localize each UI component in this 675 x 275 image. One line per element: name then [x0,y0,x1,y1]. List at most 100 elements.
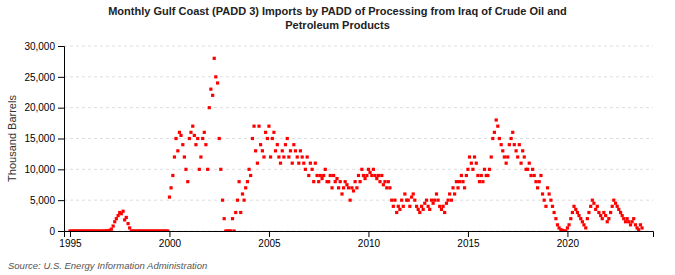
point [430,199,433,202]
point [587,211,590,214]
point [584,226,587,229]
y-axis-line [58,47,65,232]
point [349,199,352,202]
point [531,168,534,171]
point [292,143,295,146]
y-tick: 25,000 [24,72,64,83]
point [427,205,430,208]
chart-container: 19952000200520102015202005,00010,00015,0… [0,0,675,275]
point [281,149,284,152]
point [574,208,577,211]
point [233,229,236,231]
point [505,162,508,165]
point [511,131,514,134]
point [521,149,524,152]
point [611,205,614,208]
point [556,223,559,226]
point [589,205,592,208]
point [445,202,448,205]
point [198,168,201,171]
title: Monthly Gulf Coast (PADD 3) Imports by P… [108,5,567,31]
point [188,137,191,140]
point [407,199,410,202]
point [577,214,580,217]
point [297,162,300,165]
point [629,223,632,226]
point [468,155,471,158]
y-tick: 10,000 [24,164,64,175]
point [420,205,423,208]
point [619,211,622,214]
point [526,168,529,171]
point [291,162,294,165]
point [415,205,418,208]
point [514,149,517,152]
point [488,168,491,171]
y-tick-mark [58,200,64,201]
point [438,205,441,208]
point [599,214,602,217]
point [355,186,358,189]
point [382,183,385,186]
point [256,162,259,165]
x-tick-label: 2000 [159,238,182,249]
point [330,186,333,189]
point [518,143,521,146]
y-tick-label: 20,000 [24,102,55,113]
point [239,211,242,214]
point [221,199,224,202]
point [621,214,624,217]
point [455,180,458,183]
point [350,186,353,189]
point [501,149,504,152]
point [247,168,250,171]
point [219,168,222,171]
source-annotation: Source: U.S. Energy Information Administ… [8,260,207,271]
point [529,174,532,177]
point [508,143,511,146]
point [335,177,338,180]
point [538,180,541,183]
point [179,134,182,137]
point [314,162,317,165]
point [609,211,612,214]
y-tick-mark [58,77,64,78]
point [128,226,131,229]
point [543,199,546,202]
point [498,137,501,140]
grid-line [64,76,653,77]
y-tick-mark [58,108,64,109]
point [571,211,574,214]
point [539,174,542,177]
x-axis-line [65,232,654,238]
point [460,174,463,177]
point [400,199,403,202]
point [412,192,415,195]
x-tick-mark [269,231,270,237]
point [309,162,312,165]
point [640,226,643,229]
point [422,208,425,211]
point [500,143,503,146]
x-tick-label: 2015 [457,238,480,249]
point [257,125,260,128]
point [592,202,595,205]
x-tick: 2015 [457,231,480,249]
point [551,205,554,208]
point [582,223,585,226]
point [193,134,196,137]
point [481,180,484,183]
point [279,162,282,165]
point [450,199,453,202]
point [191,125,194,128]
point [199,155,202,158]
point [117,214,120,217]
point [178,131,181,134]
point [209,88,212,91]
point [410,195,413,198]
point [631,220,634,223]
point [176,149,179,152]
point [601,217,604,220]
point [503,155,506,158]
point [465,174,468,177]
